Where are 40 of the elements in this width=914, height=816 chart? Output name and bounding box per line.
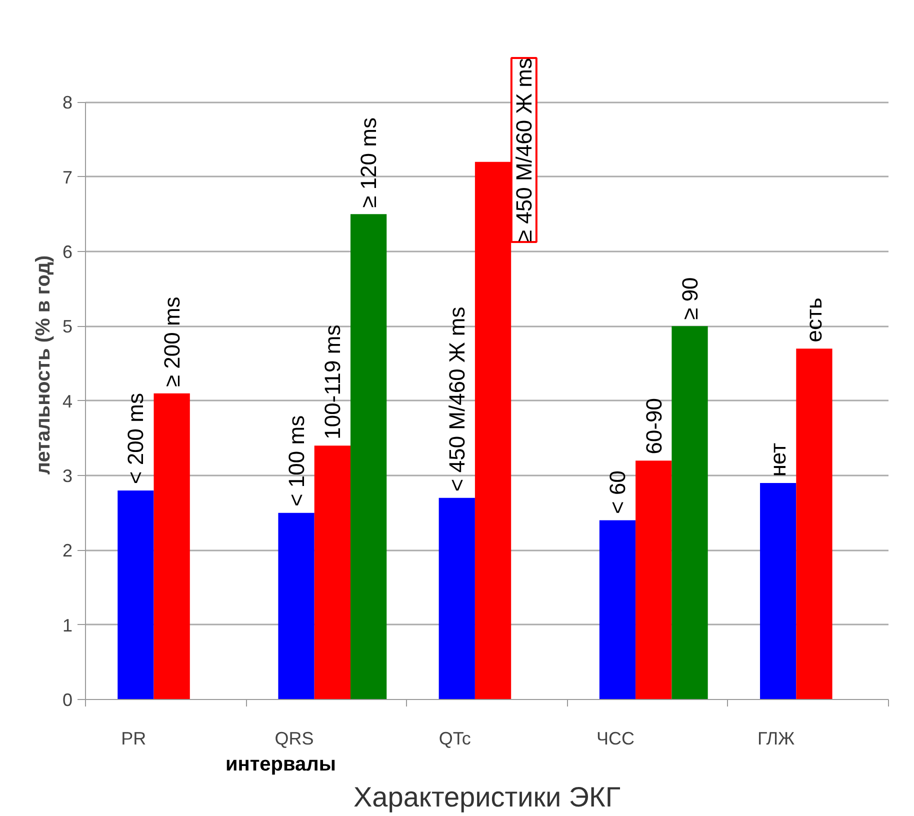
bar (636, 460, 672, 700)
text: интервалы (226, 754, 336, 776)
bar (796, 348, 832, 700)
x-tick-label: PR (121, 728, 146, 748)
data-label: ≥ 200 ms (159, 296, 184, 388)
y-tick-label: 7 (62, 167, 73, 188)
bar (154, 393, 190, 700)
bar (350, 214, 387, 700)
y-tick-label: 5 (62, 316, 73, 337)
x-tick-label: ЧСС (596, 728, 634, 748)
y-axis-title: летальность (% в год) (32, 255, 54, 475)
bar (438, 498, 475, 700)
data-label: 60-90 (642, 398, 667, 454)
x-tick-label: ГЛЖ (757, 728, 796, 748)
bar (118, 490, 154, 700)
y-tick-label: 8 (62, 92, 73, 113)
data-label: есть (802, 297, 827, 342)
y-tick-label: 6 (62, 242, 73, 262)
data-label: < 200 ms (123, 393, 148, 484)
y-tick-label: 4 (62, 391, 73, 412)
bar (760, 482, 796, 700)
data-label: ≥ 90 (677, 277, 702, 320)
bar (599, 520, 636, 700)
bar (314, 446, 350, 700)
data-label: ≥ 120 ms (356, 118, 382, 208)
x-tick-label: QRS (274, 728, 314, 748)
bar (278, 512, 314, 700)
bar (672, 326, 708, 700)
x-tick-label: QTc (438, 728, 471, 748)
y-tick-label: 0 (62, 690, 73, 710)
y-tick-label: 1 (62, 615, 73, 636)
data-label: 100-119 ms (320, 324, 345, 440)
data-label: ≥ 450 M/460 Ж ms (511, 58, 536, 242)
y-tick-label: 3 (62, 466, 73, 486)
data-label: нет (766, 442, 791, 477)
y-tick-label: 2 (62, 540, 73, 561)
x-axis-title: Характеристики ЭКГ (354, 782, 620, 812)
data-label: < 60 (604, 470, 630, 514)
data-label: < 450 M/460 Ж ms (444, 306, 470, 492)
data-label: < 100 ms (284, 415, 309, 507)
